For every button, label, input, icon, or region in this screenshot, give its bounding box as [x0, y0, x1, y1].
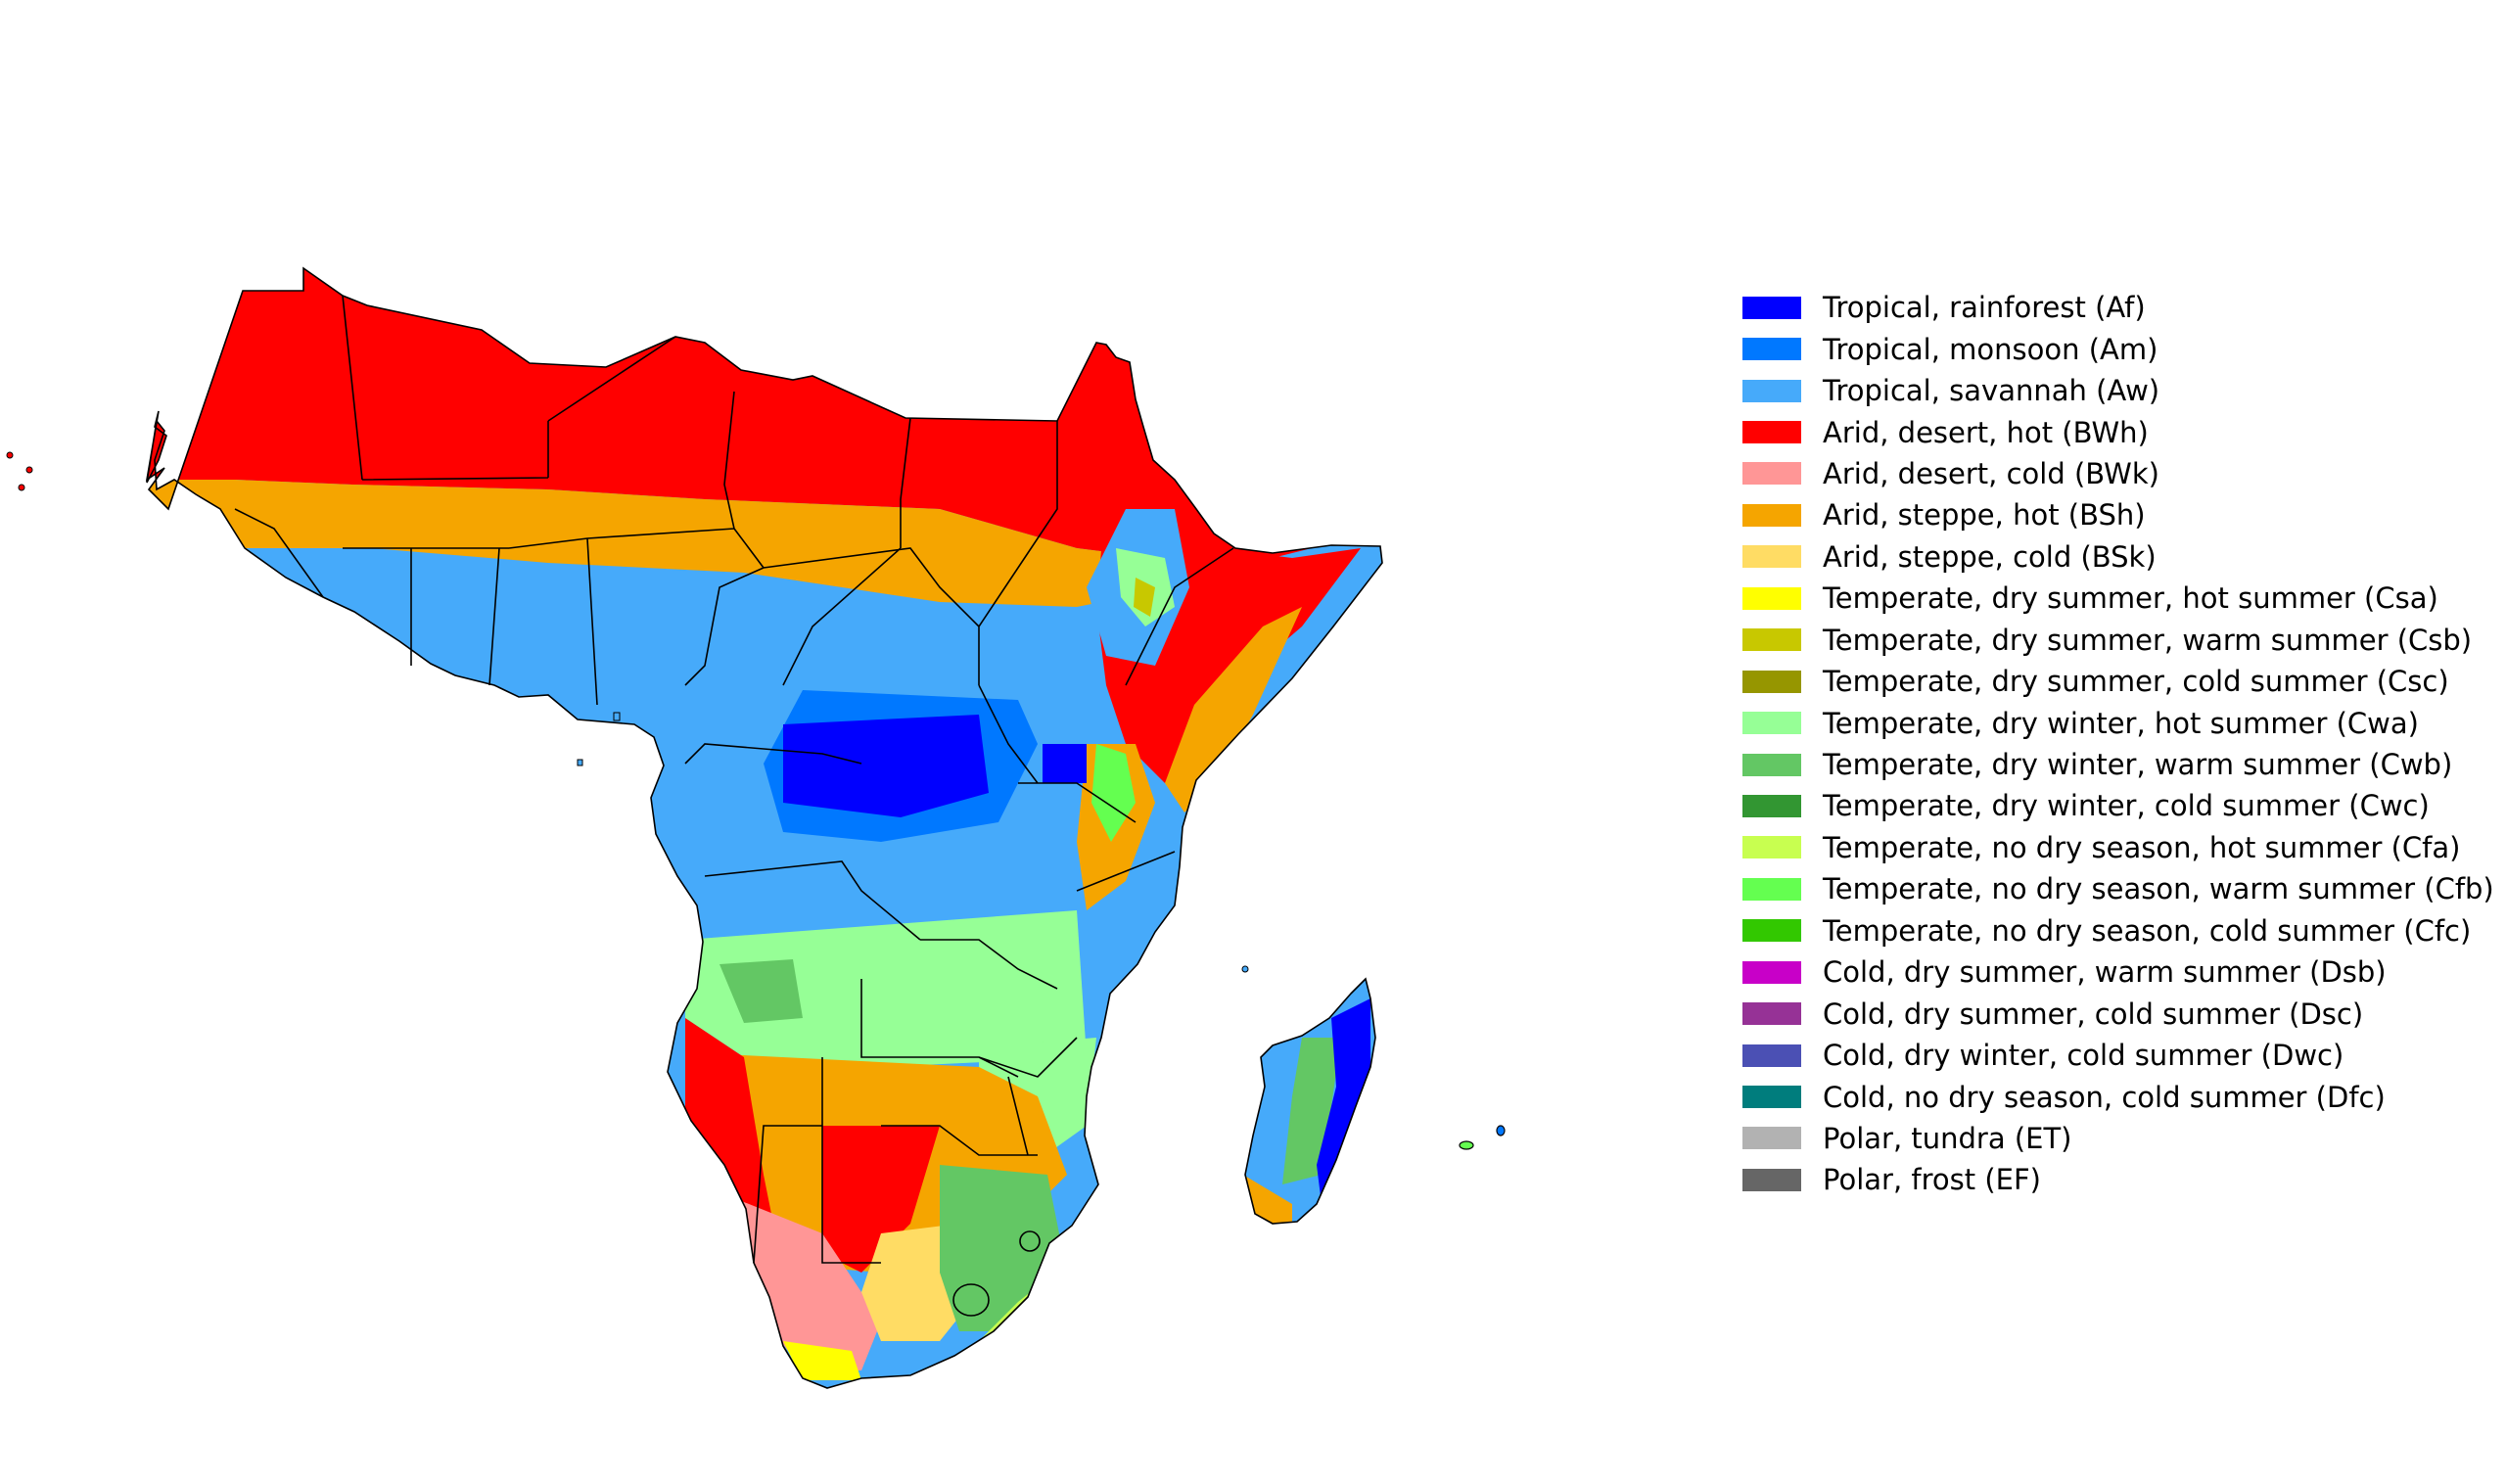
- legend-label: Temperate, no dry season, cold summer (C…: [1823, 913, 2472, 948]
- legend-label: Temperate, no dry season, warm summer (C…: [1823, 872, 2494, 906]
- eswatini-border: [1019, 1230, 1041, 1252]
- zone-af-madagascar: [1317, 998, 1370, 1204]
- legend-swatch: [1742, 628, 1801, 652]
- bioko-island: [613, 712, 621, 721]
- legend-swatch: [1742, 794, 1801, 817]
- comoros-island: [1241, 965, 1249, 973]
- legend-label: Temperate, dry summer, cold summer (Csc): [1823, 665, 2449, 699]
- legend-label: Polar, tundra (ET): [1823, 1121, 2072, 1155]
- legend-label: Temperate, dry summer, hot summer (Csa): [1823, 581, 2438, 616]
- legend-swatch: [1742, 1043, 1801, 1067]
- legend-item: Arid, desert, cold (BWk): [1742, 453, 2494, 494]
- legend-swatch: [1742, 1168, 1801, 1191]
- legend-item: Tropical, monsoon (Am): [1742, 328, 2494, 369]
- country-borders: [145, 266, 1383, 1389]
- legend: Tropical, rainforest (Af) Tropical, monso…: [1742, 287, 2494, 1201]
- legend-item: Cold, dry winter, cold summer (Dwc): [1742, 1035, 2494, 1076]
- legend-item: Cold, no dry season, cold summer (Dfc): [1742, 1076, 2494, 1117]
- madagascar-outline: [1244, 977, 1376, 1225]
- sao-tome-island: [577, 759, 583, 766]
- legend-item: Temperate, no dry season, warm summer (C…: [1742, 868, 2494, 909]
- legend-swatch: [1742, 960, 1801, 984]
- madagascar-climate-zones: [1245, 979, 1375, 1224]
- legend-swatch: [1742, 296, 1801, 319]
- zone-cwb-madagascar: [1282, 1038, 1341, 1184]
- legend-item: Temperate, dry summer, warm summer (Csb): [1742, 620, 2494, 661]
- legend-item: Arid, steppe, cold (BSk): [1742, 536, 2494, 578]
- legend-item: Tropical, savannah (Aw): [1742, 370, 2494, 411]
- zone-am-guinea: [235, 646, 333, 685]
- legend-swatch: [1742, 503, 1801, 527]
- legend-label: Cold, dry summer, warm summer (Dsb): [1823, 955, 2387, 990]
- cape-verde-island: [25, 466, 33, 474]
- legend-swatch: [1742, 1086, 1801, 1109]
- zone-af-congo: [783, 715, 989, 817]
- legend-label: Tropical, monsoon (Am): [1823, 332, 2158, 366]
- legend-item: Temperate, no dry season, hot summer (Cf…: [1742, 827, 2494, 868]
- legend-label: Temperate, dry summer, warm summer (Csb): [1823, 623, 2473, 657]
- legend-item: Arid, desert, hot (BWh): [1742, 411, 2494, 452]
- legend-swatch: [1742, 545, 1801, 569]
- legend-label: Tropical, rainforest (Af): [1823, 291, 2146, 325]
- legend-item: Temperate, dry winter, hot summer (Cwa): [1742, 702, 2494, 743]
- zone-cwb-angola: [719, 959, 803, 1023]
- legend-swatch: [1742, 462, 1801, 486]
- zone-bwk-karoo: [724, 1194, 881, 1370]
- legend-label: Temperate, dry winter, hot summer (Cwa): [1823, 706, 2419, 740]
- legend-swatch: [1742, 421, 1801, 444]
- legend-swatch: [1742, 753, 1801, 776]
- zone-csa-cape: [783, 1341, 861, 1380]
- africa-outline: [145, 266, 1383, 1389]
- islands: [6, 451, 1506, 1150]
- legend-item: Arid, steppe, hot (BSh): [1742, 494, 2494, 535]
- legend-swatch: [1742, 1127, 1801, 1150]
- zone-bsh-sahel: [147, 480, 1233, 607]
- zone-bwh-kalahari: [822, 1126, 940, 1273]
- reunion-island: [1496, 1125, 1506, 1136]
- mauritius-island: [1459, 1140, 1474, 1150]
- legend-label: Temperate, dry winter, cold summer (Cwc): [1823, 789, 2430, 823]
- zone-af-uganda: [1043, 744, 1087, 783]
- legend-swatch: [1742, 338, 1801, 361]
- legend-swatch: [1742, 379, 1801, 402]
- cape-verde-island: [18, 484, 25, 491]
- legend-swatch: [1742, 919, 1801, 943]
- zone-bsh-somalia: [1165, 607, 1302, 812]
- legend-swatch: [1742, 836, 1801, 859]
- africa-climate-zones: [147, 268, 1382, 1388]
- legend-label: Temperate, no dry season, hot summer (Cf…: [1823, 830, 2461, 864]
- legend-label: Temperate, dry winter, warm summer (Cwb): [1823, 748, 2453, 782]
- legend-item: Temperate, dry summer, hot summer (Csa): [1742, 578, 2494, 619]
- legend-label: Cold, dry summer, cold summer (Dsc): [1823, 997, 2364, 1031]
- legend-label: Arid, desert, cold (BWk): [1823, 456, 2159, 490]
- legend-label: Arid, desert, hot (BWh): [1823, 415, 2149, 449]
- legend-item: Cold, dry summer, cold summer (Dsc): [1742, 993, 2494, 1034]
- legend-label: Arid, steppe, cold (BSk): [1823, 539, 2157, 574]
- legend-label: Arid, steppe, hot (BSh): [1823, 498, 2146, 533]
- legend-label: Tropical, savannah (Aw): [1823, 374, 2160, 408]
- legend-item: Temperate, no dry season, cold summer (C…: [1742, 910, 2494, 951]
- lesotho-border: [952, 1283, 990, 1317]
- cape-verde-island: [6, 451, 14, 459]
- legend-swatch: [1742, 586, 1801, 610]
- legend-item: Temperate, dry winter, cold summer (Cwc): [1742, 785, 2494, 826]
- legend-item: Polar, tundra (ET): [1742, 1118, 2494, 1159]
- legend-item: Tropical, rainforest (Af): [1742, 287, 2494, 328]
- legend-item: Temperate, dry summer, cold summer (Csc): [1742, 661, 2494, 702]
- legend-label: Polar, frost (EF): [1823, 1163, 2041, 1197]
- zone-cwa-zambia: [685, 910, 1087, 1067]
- legend-swatch: [1742, 712, 1801, 735]
- legend-swatch: [1742, 877, 1801, 901]
- legend-item: Polar, frost (EF): [1742, 1159, 2494, 1200]
- legend-swatch: [1742, 1002, 1801, 1026]
- legend-label: Cold, no dry season, cold summer (Dfc): [1823, 1080, 2386, 1114]
- legend-swatch: [1742, 670, 1801, 693]
- legend-item: Temperate, dry winter, warm summer (Cwb): [1742, 744, 2494, 785]
- zone-csb-ethiopia: [1134, 578, 1155, 617]
- legend-label: Cold, dry winter, cold summer (Dwc): [1823, 1039, 2344, 1073]
- zone-cfb-highlands: [1091, 744, 1136, 842]
- legend-item: Cold, dry summer, warm summer (Dsb): [1742, 951, 2494, 993]
